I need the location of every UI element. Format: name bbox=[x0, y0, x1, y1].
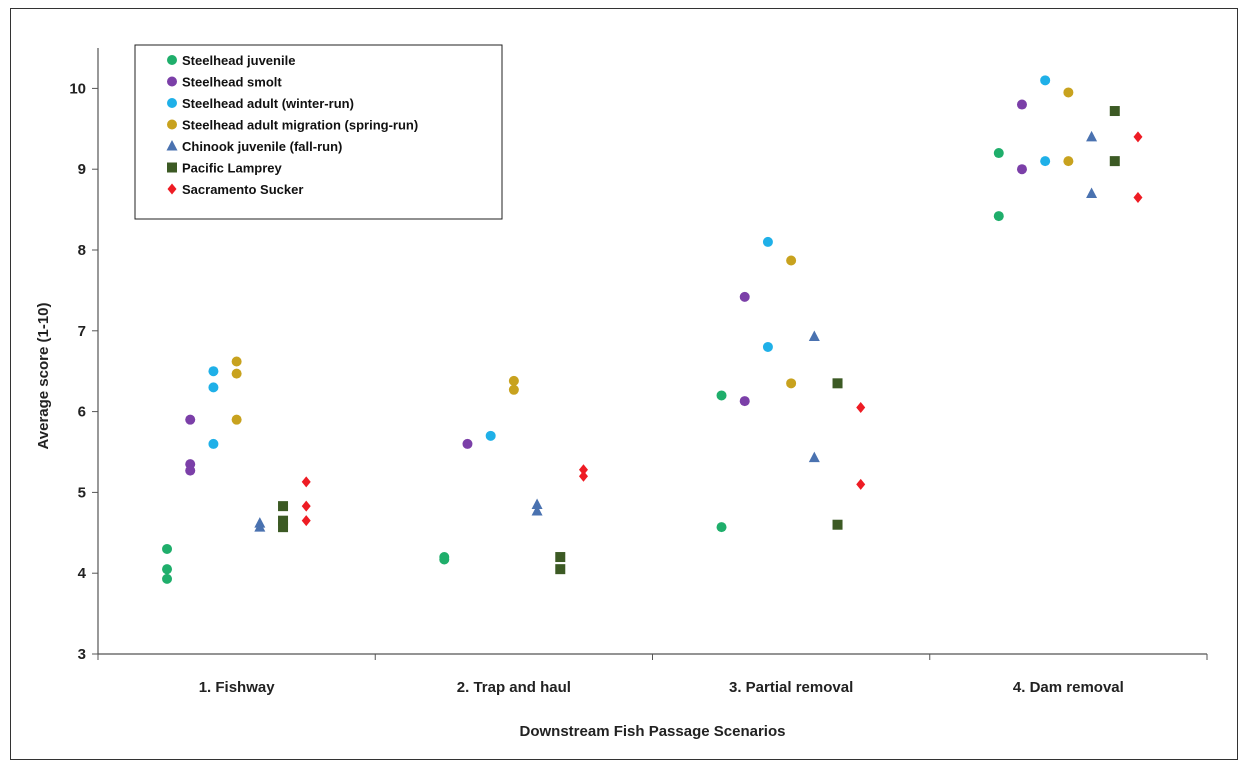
data-point bbox=[531, 498, 543, 510]
legend-label: Pacific Lamprey bbox=[182, 161, 282, 176]
data-point bbox=[716, 522, 727, 533]
data-point bbox=[439, 554, 450, 565]
data-point bbox=[1063, 156, 1074, 167]
legend-label: Sacramento Sucker bbox=[182, 182, 303, 197]
data-point bbox=[555, 552, 566, 563]
legend-marker bbox=[167, 183, 177, 195]
data-point bbox=[808, 451, 820, 463]
data-point bbox=[508, 384, 519, 395]
legend-marker bbox=[166, 140, 178, 151]
data-point bbox=[1016, 99, 1027, 110]
legend-label: Steelhead juvenile bbox=[182, 53, 295, 68]
data-point bbox=[578, 470, 588, 482]
data-point bbox=[162, 543, 173, 554]
data-point bbox=[162, 564, 173, 575]
legend-label: Chinook juvenile (fall-run) bbox=[182, 139, 342, 154]
x-tick-label: 2. Trap and haul bbox=[457, 679, 571, 696]
data-point bbox=[762, 341, 773, 352]
data-point bbox=[301, 476, 311, 488]
y-tick-label: 5 bbox=[78, 484, 86, 501]
data-point bbox=[856, 478, 866, 490]
data-point bbox=[993, 148, 1004, 159]
data-point bbox=[162, 573, 173, 584]
series-1 bbox=[185, 99, 1027, 476]
data-point bbox=[185, 414, 196, 425]
legend-marker bbox=[167, 76, 177, 87]
data-point bbox=[856, 402, 866, 414]
legend-label: Steelhead smolt bbox=[182, 75, 282, 90]
x-axis-title: Downstream Fish Passage Scenarios bbox=[520, 723, 786, 740]
series-2 bbox=[208, 75, 1051, 449]
data-point bbox=[485, 430, 496, 441]
data-point bbox=[832, 519, 843, 530]
data-point bbox=[1040, 156, 1051, 167]
data-point bbox=[993, 211, 1004, 222]
x-tick-label: 3. Partial removal bbox=[729, 679, 853, 696]
data-point bbox=[231, 414, 242, 425]
y-tick-label: 6 bbox=[78, 404, 86, 421]
data-point bbox=[1109, 156, 1120, 167]
data-point bbox=[832, 378, 843, 389]
data-point bbox=[739, 291, 750, 302]
data-point bbox=[208, 438, 219, 449]
data-point bbox=[1040, 75, 1051, 86]
series-3 bbox=[231, 87, 1074, 425]
data-point bbox=[716, 390, 727, 401]
data-point bbox=[808, 330, 820, 341]
data-point bbox=[786, 378, 797, 389]
data-point bbox=[1063, 87, 1074, 98]
data-point bbox=[185, 465, 196, 476]
legend-marker bbox=[167, 98, 177, 108]
series-6 bbox=[301, 131, 1143, 527]
series-0 bbox=[162, 148, 1004, 584]
data-point bbox=[1086, 130, 1098, 142]
x-axis-ticks: 1. Fishway 2. Trap and haul 3. Partial rem… bbox=[97, 654, 1208, 696]
y-tick-label: 8 bbox=[78, 242, 86, 259]
data-point bbox=[1109, 106, 1120, 117]
y-tick-label: 7 bbox=[78, 323, 86, 340]
y-tick-label: 4 bbox=[78, 565, 87, 582]
data-point bbox=[762, 236, 773, 247]
data-point bbox=[208, 382, 219, 393]
data-point bbox=[1086, 187, 1098, 198]
legend-box bbox=[134, 44, 503, 220]
legend: Steelhead juvenile Steelhead smolt Steelhe… bbox=[134, 44, 503, 220]
series-4 bbox=[254, 130, 1098, 532]
series-5 bbox=[278, 106, 1120, 575]
legend-marker bbox=[167, 162, 177, 173]
data-point bbox=[1016, 164, 1027, 175]
data-point bbox=[231, 368, 242, 379]
data-point bbox=[278, 522, 289, 533]
data-point bbox=[739, 396, 750, 407]
legend-label: Steelhead adult migration (spring-run) bbox=[182, 118, 418, 133]
x-tick-label: 4. Dam removal bbox=[1013, 679, 1124, 696]
y-tick-label: 9 bbox=[78, 161, 86, 178]
data-point bbox=[786, 255, 797, 266]
data-points bbox=[162, 75, 1143, 584]
data-point bbox=[231, 356, 242, 367]
data-point bbox=[508, 375, 519, 386]
y-axis-title: Average score (1-10) bbox=[35, 302, 52, 449]
data-point bbox=[531, 504, 543, 516]
y-tick-label: 10 bbox=[69, 80, 86, 97]
legend-label: Steelhead adult (winter-run) bbox=[182, 96, 354, 111]
legend-marker bbox=[167, 119, 177, 130]
data-point bbox=[1133, 131, 1143, 143]
legend-marker bbox=[167, 55, 177, 65]
data-point bbox=[555, 564, 566, 575]
data-point bbox=[462, 438, 473, 449]
data-point bbox=[1133, 191, 1143, 203]
data-point bbox=[254, 521, 266, 532]
y-axis-ticks: 3 4 5 6 7 8 9 10 bbox=[69, 80, 98, 663]
x-tick-label: 1. Fishway bbox=[199, 679, 276, 696]
y-tick-label: 3 bbox=[78, 646, 86, 663]
data-point bbox=[278, 501, 289, 512]
data-point bbox=[278, 515, 289, 526]
data-point bbox=[208, 366, 219, 377]
data-point bbox=[578, 464, 588, 476]
data-point bbox=[301, 500, 311, 512]
data-point bbox=[301, 515, 311, 527]
